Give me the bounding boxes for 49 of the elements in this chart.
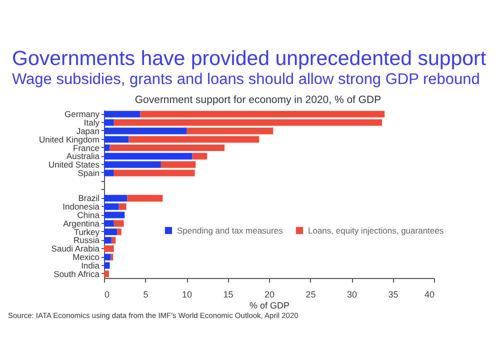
bar	[104, 245, 114, 252]
x-axis-title: % of GDP	[249, 300, 290, 310]
bar	[104, 270, 109, 278]
y-tick-label: United States	[48, 160, 100, 170]
bar	[192, 152, 208, 160]
bar	[104, 136, 129, 143]
y-tick-label: Italy	[84, 118, 100, 128]
y-tick-label: Japan	[76, 126, 100, 136]
x-tick-label: 30	[346, 290, 358, 300]
bar	[128, 136, 260, 143]
x-tick-label: 5	[143, 290, 148, 300]
x-tick-label: 20	[264, 290, 275, 300]
y-tick-label: Indonesia	[62, 202, 100, 212]
y-tick-label: United Kingdom	[39, 134, 100, 144]
y-tick-label: Saudi Arabia	[51, 244, 100, 254]
bar	[104, 144, 110, 152]
bar	[104, 194, 128, 202]
bar	[111, 236, 116, 244]
y-tick-label: Argentina	[63, 218, 100, 228]
y-tick-label: South Africa	[54, 268, 100, 279]
x-tick-label: 10	[182, 290, 192, 300]
x-tick-label: 25	[306, 290, 316, 300]
y-tick-label: China	[77, 210, 100, 220]
x-tick-label: 0	[104, 290, 110, 300]
bar	[118, 203, 126, 210]
y-tick-label: Turkey	[74, 226, 100, 237]
legend-label: Spending and tax measures	[177, 226, 283, 236]
x-tick-label: 35	[388, 290, 398, 300]
chart-subtitle: Wage subsidies, grants and loans should allow strong GDP rebound	[12, 71, 480, 89]
bar	[117, 228, 122, 236]
y-tick-label: Australia	[66, 151, 100, 162]
text: Government support for economy in 2020, % of GDP	[134, 94, 382, 106]
y-tick-label: Brazil	[78, 193, 100, 204]
legend-label: Loans, equity injections, guarantees	[308, 226, 444, 236]
x-tick-label: 15	[223, 290, 234, 300]
y-tick-label: Russia	[74, 235, 100, 246]
bar	[104, 152, 192, 160]
bar	[114, 220, 124, 227]
y-tick-label: India	[81, 260, 100, 270]
bar	[110, 254, 114, 260]
bar	[104, 228, 118, 236]
x-tick-label: 40	[424, 290, 434, 300]
y-tick-label: Spain	[78, 168, 100, 178]
bar	[127, 194, 163, 202]
bar	[110, 144, 224, 152]
y-tick-label: Germany	[64, 109, 100, 120]
y-tick-label: Mexico	[72, 252, 100, 262]
chart-title: Governments have provided unprecedented support	[12, 47, 486, 71]
bar	[104, 236, 112, 244]
